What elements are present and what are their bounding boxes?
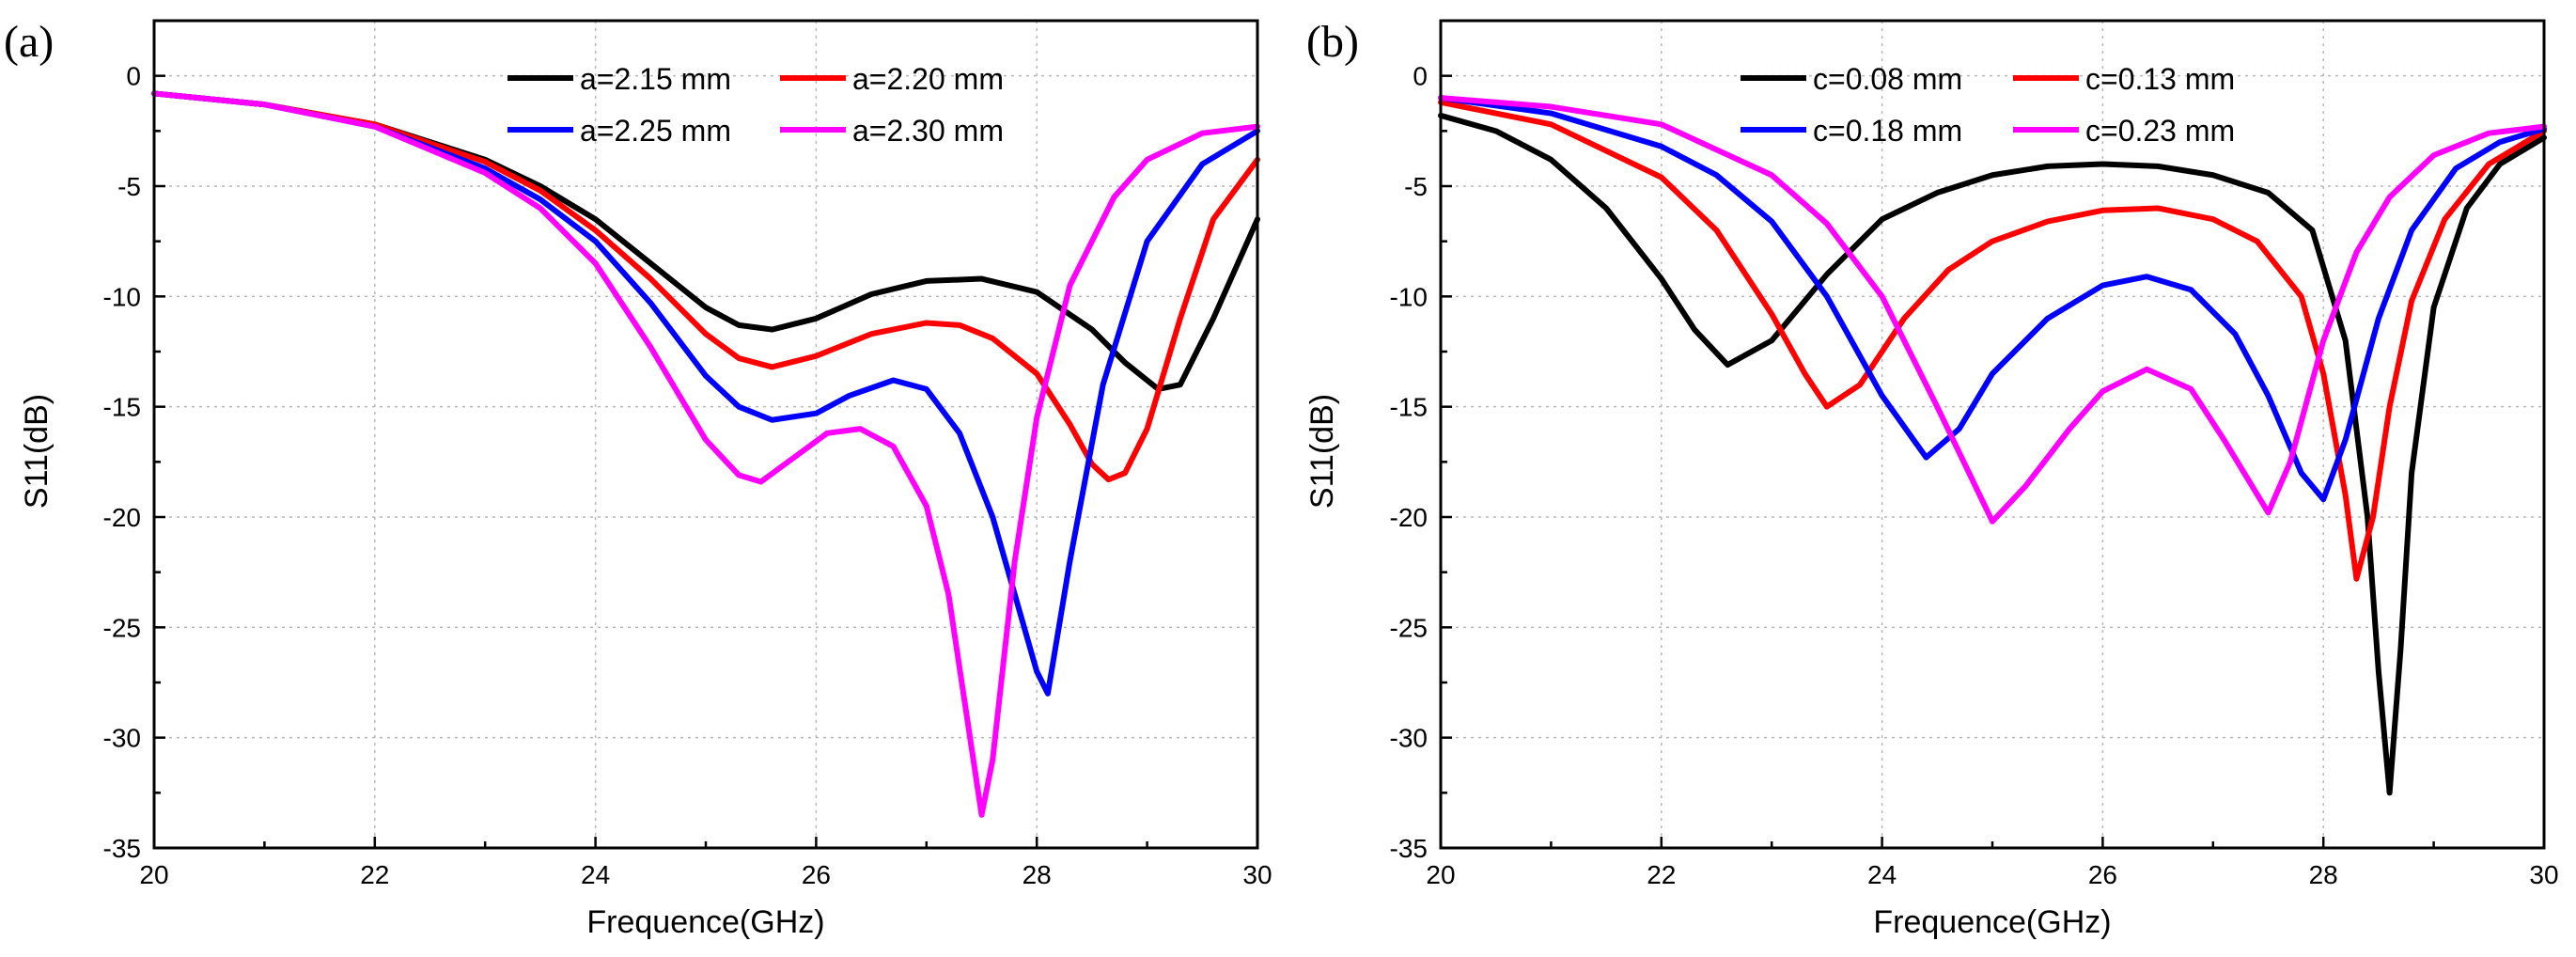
- y-tick-label-a: -35: [103, 834, 141, 863]
- y-tick-label-b: 0: [1413, 62, 1428, 91]
- panel-label-a: (a): [4, 17, 54, 67]
- legend-a: a=2.15 mm a=2.20 mm a=2.25 mm a=2.30 mm: [507, 62, 1004, 148]
- x-tick-label-a: 20: [139, 860, 168, 889]
- ticks-b: 20 22 24 26 28 30 0 -5 -10 -15 -20 -25 -30 -35: [1390, 19, 2559, 889]
- chart-panel-a: (a) 20 22 24 26 28 30 0 -5 -10 -15 -20 -25 -30 -35 Fr…: [4, 17, 1272, 940]
- x-axis-title-b: Frequence(GHz): [1873, 904, 2111, 940]
- y-tick-label-a: -10: [103, 282, 141, 311]
- series-line-a-2: [151, 90, 1260, 697]
- x-tick-label-a: 26: [802, 860, 831, 889]
- series-line-a-3: [151, 90, 1260, 818]
- y-tick-label-b: -25: [1390, 613, 1428, 642]
- x-tick-label-b: 24: [1867, 860, 1897, 889]
- y-tick-label-b: -20: [1390, 503, 1428, 532]
- x-tick-label-a: 30: [1242, 860, 1272, 889]
- legend-label-b-0: c=0.08 mm: [1813, 62, 1962, 96]
- series-line-b-3: [1438, 95, 2547, 525]
- grid-a: [154, 21, 1257, 848]
- panel-label-b: (b): [1306, 17, 1359, 67]
- y-tick-label-a: 0: [126, 62, 141, 91]
- series-line-b-2: [1438, 95, 2547, 503]
- y-tick-label-b: -35: [1390, 834, 1428, 863]
- legend-label-a-1: a=2.20 mm: [852, 62, 1004, 96]
- chart-panel-b: (b) 20 22 24 26 28 30 0 -5 -10 -15 -20 -25 -30 -35 Fr…: [1304, 17, 2559, 940]
- legend-label-a-0: a=2.15 mm: [580, 62, 731, 96]
- y-axis-title-b: S11(dB): [1304, 394, 1340, 509]
- y-tick-label-a: -20: [103, 503, 141, 532]
- x-tick-label-b: 22: [1647, 860, 1676, 889]
- y-tick-label-b: -15: [1390, 393, 1428, 422]
- y-tick-label-a: -15: [103, 393, 141, 422]
- y-tick-label-a: -5: [117, 172, 141, 201]
- grid-b: [1441, 21, 2544, 848]
- ticks-a: 20 22 24 26 28 30 0 -5 -10 -15 -20 -25 -30 -35: [103, 19, 1272, 889]
- series-line-b-1: [1438, 99, 2547, 582]
- y-axis-title-a: S11(dB): [19, 394, 55, 509]
- series-line-a-1: [151, 90, 1260, 483]
- legend-label-b-1: c=0.13 mm: [2085, 62, 2235, 96]
- series-a: [151, 90, 1260, 818]
- series-b: [1438, 95, 2547, 796]
- plot-frame-b: [1439, 19, 2546, 850]
- x-axis-title-a: Frequence(GHz): [586, 904, 824, 940]
- series-line-b-0: [1438, 112, 2547, 796]
- y-tick-label-a: -30: [103, 724, 141, 753]
- y-tick-label-b: -10: [1390, 282, 1428, 311]
- legend-label-b-2: c=0.18 mm: [1813, 114, 1962, 148]
- x-tick-label-b: 30: [2529, 860, 2558, 889]
- x-tick-label-b: 20: [1426, 860, 1455, 889]
- y-tick-label-b: -5: [1404, 172, 1428, 201]
- x-tick-label-a: 28: [1023, 860, 1052, 889]
- legend-b: c=0.08 mm c=0.13 mm c=0.18 mm c=0.23 mm: [1741, 62, 2235, 148]
- y-tick-label-b: -30: [1390, 724, 1428, 753]
- x-tick-label-b: 26: [2088, 860, 2117, 889]
- legend-label-a-3: a=2.30 mm: [852, 114, 1004, 148]
- x-tick-label-b: 28: [2309, 860, 2338, 889]
- legend-label-a-2: a=2.25 mm: [580, 114, 731, 148]
- legend-label-b-3: c=0.23 mm: [2085, 114, 2235, 148]
- x-tick-label-a: 24: [581, 860, 610, 889]
- x-tick-label-a: 22: [360, 860, 389, 889]
- y-tick-label-a: -25: [103, 613, 141, 642]
